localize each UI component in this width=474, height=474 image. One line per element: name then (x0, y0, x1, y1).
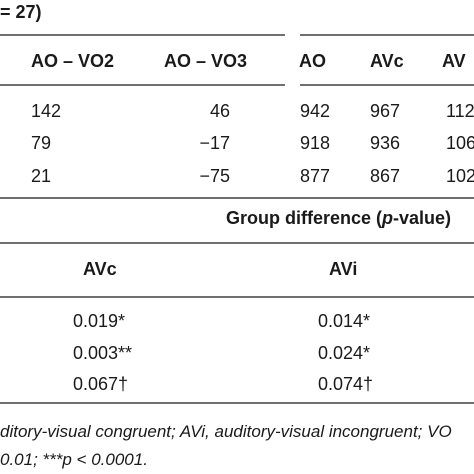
group-title-post: -value) (393, 208, 452, 228)
group-cell-r2-avc: 0.003** (73, 343, 133, 363)
cell-r1-ao: 942 (300, 101, 331, 121)
cell-r1-av: 112 (446, 101, 474, 121)
group-cell-r1-avc: 0.019* (73, 311, 126, 331)
footnote-line-1: ditory-visual congruent; AVi, auditory-v… (0, 422, 452, 441)
cell-r2-ao-vo2: 79 (31, 133, 52, 153)
cell-r3-avc: 867 (370, 166, 401, 186)
cell-r2-avc: 936 (370, 133, 401, 153)
group-rule (0, 242, 474, 244)
col-header-avc: AVc (370, 51, 404, 71)
group-title-pre: Group difference ( (226, 208, 383, 228)
cell-r3-ao-vo3: −75 (199, 166, 230, 186)
col-header-av: AV (442, 51, 466, 71)
group-difference-title: Group difference (p-value) (226, 208, 451, 228)
top-table-bottom-rule (0, 197, 474, 199)
table-title: = 27) (0, 2, 42, 22)
header-rule-left (0, 84, 285, 86)
top-rule-right (300, 34, 474, 36)
cell-r3-av: 102 (446, 166, 474, 186)
cell-r3-ao: 877 (300, 166, 331, 186)
bottom-rule (0, 402, 474, 404)
col-header-ao: AO (299, 51, 326, 71)
footnote-line-2: 0.01; ***p < 0.0001. (0, 450, 148, 469)
group-cell-r3-avc: 0.067† (73, 374, 129, 394)
cell-r1-avc: 967 (370, 101, 401, 121)
col-header-avi-group: AVi (329, 259, 358, 279)
cell-r2-ao-vo3: −17 (199, 133, 230, 153)
group-cell-r1-avi: 0.014* (318, 311, 371, 331)
top-rule-left (0, 34, 285, 36)
cell-r2-av: 106 (446, 133, 474, 153)
header-rule-right (300, 84, 474, 86)
group-header-rule (0, 296, 474, 298)
col-header-ao-vo3: AO – VO3 (164, 51, 248, 71)
cell-r2-ao: 918 (300, 133, 331, 153)
group-title-p: p (382, 208, 394, 228)
col-header-avc-group: AVc (83, 259, 117, 279)
col-header-ao-vo2: AO – VO2 (31, 51, 115, 71)
cell-r1-ao-vo2: 142 (31, 101, 62, 121)
group-cell-r3-avi: 0.074† (318, 374, 374, 394)
cell-r1-ao-vo3: 46 (209, 101, 230, 121)
group-cell-r2-avi: 0.024* (318, 343, 371, 363)
cell-r3-ao-vo2: 21 (31, 166, 52, 186)
